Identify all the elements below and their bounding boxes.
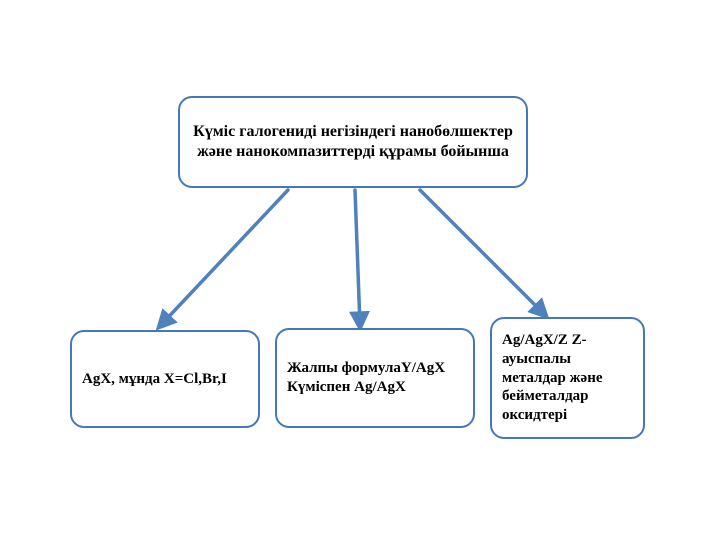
root-node-text: Күміс галогениді негізіндегі нанобөлшект… (190, 122, 516, 162)
child-node-1: Жалпы формулаY/AgX Күміспен Ag/AgX (275, 328, 475, 428)
child-node-0: AgX, мұнда X=Cl,Br,I (70, 330, 260, 428)
child-node-0-text: AgX, мұнда X=Cl,Br,I (82, 370, 227, 389)
diagram-canvas: Күміс галогениді негізіндегі нанобөлшект… (0, 0, 720, 540)
child-node-2-text: Ag/AgX/Z Z- ауыспалы металдар және бейме… (502, 331, 633, 425)
child-node-2: Ag/AgX/Z Z- ауыспалы металдар және бейме… (490, 317, 645, 439)
edges-layer (0, 0, 720, 540)
child-node-1-text: Жалпы формулаY/AgX Күміспен Ag/AgX (287, 359, 463, 397)
root-node: Күміс галогениді негізіндегі нанобөлшект… (178, 96, 528, 188)
